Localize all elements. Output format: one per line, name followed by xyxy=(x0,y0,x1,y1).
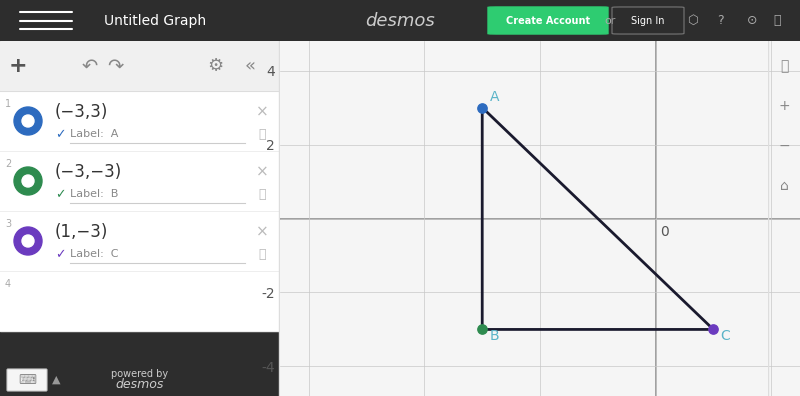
Text: ✓: ✓ xyxy=(55,128,66,141)
Circle shape xyxy=(14,107,42,135)
Circle shape xyxy=(22,235,34,247)
Text: 🔧: 🔧 xyxy=(258,188,266,202)
Text: desmos: desmos xyxy=(116,379,164,392)
Circle shape xyxy=(14,167,42,195)
Text: ↶: ↶ xyxy=(82,57,98,76)
Text: ⌂: ⌂ xyxy=(780,179,788,193)
Text: Untitled Graph: Untitled Graph xyxy=(104,13,206,27)
Text: ⬡: ⬡ xyxy=(686,14,698,27)
Circle shape xyxy=(22,115,34,127)
Text: Sign In: Sign In xyxy=(631,15,665,25)
Text: (−3,3): (−3,3) xyxy=(55,103,108,121)
Text: powered by: powered by xyxy=(111,369,169,379)
Text: Label:  C: Label: C xyxy=(70,249,118,259)
Text: 🔧: 🔧 xyxy=(780,59,788,73)
Text: B: B xyxy=(490,329,499,343)
Text: ?: ? xyxy=(717,14,723,27)
Text: 🔧: 🔧 xyxy=(258,249,266,261)
Bar xyxy=(0,41,280,91)
Text: 1: 1 xyxy=(5,99,11,109)
FancyBboxPatch shape xyxy=(488,7,608,34)
Text: +: + xyxy=(778,99,790,113)
Text: −: − xyxy=(778,139,790,153)
Bar xyxy=(0,271,280,331)
Text: ⊙: ⊙ xyxy=(746,14,758,27)
Text: ⌨: ⌨ xyxy=(18,373,36,386)
Text: Label:  A: Label: A xyxy=(70,129,118,139)
Point xyxy=(707,326,720,333)
Bar xyxy=(0,0,280,41)
Text: «: « xyxy=(245,57,255,75)
Text: 2: 2 xyxy=(5,159,11,169)
Point xyxy=(476,326,489,333)
Text: A: A xyxy=(490,90,499,104)
Text: (−3,−3): (−3,−3) xyxy=(55,163,122,181)
Text: ▲: ▲ xyxy=(52,375,60,385)
Text: or: or xyxy=(604,15,615,25)
Text: ×: × xyxy=(256,225,268,240)
Text: ✓: ✓ xyxy=(55,248,66,261)
Text: ✓: ✓ xyxy=(55,188,66,201)
Text: Label:  B: Label: B xyxy=(70,189,118,199)
Text: 3: 3 xyxy=(5,219,11,229)
Text: 🔧: 🔧 xyxy=(258,128,266,141)
Text: ×: × xyxy=(256,105,268,120)
Text: 🌐: 🌐 xyxy=(774,14,782,27)
Circle shape xyxy=(22,175,34,187)
Text: Create Account: Create Account xyxy=(506,15,590,25)
Bar xyxy=(0,151,280,211)
Text: 0: 0 xyxy=(660,225,669,239)
Text: C: C xyxy=(720,329,730,343)
Text: ↷: ↷ xyxy=(107,57,123,76)
Bar xyxy=(0,211,280,271)
Circle shape xyxy=(14,227,42,255)
Bar xyxy=(0,91,280,151)
Text: ×: × xyxy=(256,165,268,180)
Text: +: + xyxy=(9,56,27,76)
Point xyxy=(476,105,489,111)
Text: ⚙: ⚙ xyxy=(207,57,223,75)
Text: desmos: desmos xyxy=(365,11,435,29)
Text: (1,−3): (1,−3) xyxy=(55,223,108,241)
Text: 4: 4 xyxy=(5,279,11,289)
FancyBboxPatch shape xyxy=(7,369,47,391)
